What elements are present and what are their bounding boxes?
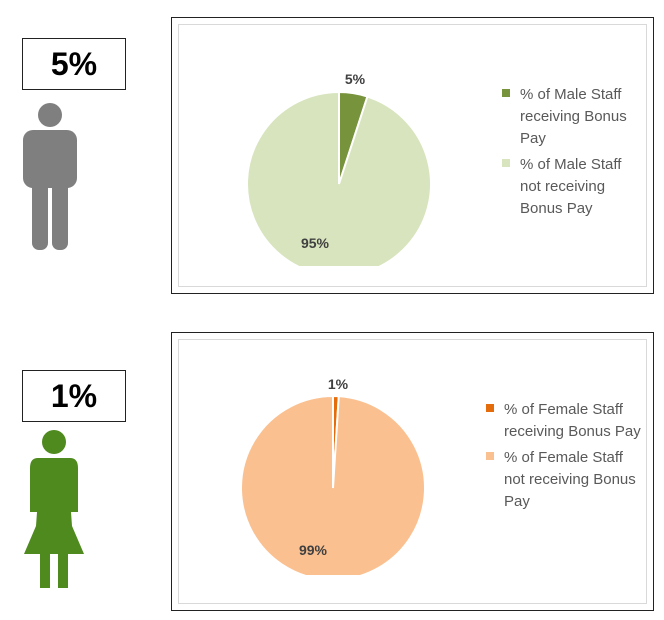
male-chart-panel: 5% 95% % of Male Staff receiving Bonus Pa… (171, 17, 654, 294)
legend-label: % of Male Staff not receiving Bonus Pay (520, 156, 622, 217)
female-slice-not-receiving (240, 394, 426, 575)
legend-item-male-receiving: % of Male Staff receiving Bonus Pay (502, 84, 642, 150)
female-chart-area (178, 339, 647, 604)
legend-item-male-not-receiving: % of Male Staff not receiving Bonus Pay (502, 154, 642, 220)
female-legend: % of Female Staff receiving Bonus Pay % … (486, 399, 646, 517)
female-percentage-value: 1% (50, 377, 98, 414)
male-slice-not-receiving (246, 90, 432, 266)
legend-swatch-male-not-receiving (502, 159, 510, 167)
male-percentage-value: 5% (50, 45, 98, 82)
female-pie-chart: 1% 99% (240, 376, 426, 575)
legend-item-female-receiving: % of Female Staff receiving Bonus Pay (486, 399, 646, 443)
male-data-label-not-receiving: 95% (301, 235, 330, 251)
male-person-icon (23, 103, 77, 250)
male-chart-area (178, 24, 647, 287)
female-chart-panel: 1% 99% % of Female Staff receiving Bonus … (171, 332, 654, 611)
legend-label: % of Male Staff receiving Bonus Pay (520, 86, 627, 147)
legend-swatch-female-not-receiving (486, 452, 494, 460)
male-percentage-box: 5% (22, 38, 126, 90)
male-legend: % of Male Staff receiving Bonus Pay % of… (502, 84, 642, 224)
legend-label: % of Female Staff receiving Bonus Pay (504, 401, 641, 440)
female-data-label-not-receiving: 99% (299, 542, 328, 558)
legend-item-female-not-receiving: % of Female Staff not receiving Bonus Pa… (486, 447, 646, 513)
legend-swatch-female-receiving (486, 404, 494, 412)
female-data-label-receiving: 1% (328, 376, 349, 392)
legend-swatch-male-receiving (502, 89, 510, 97)
female-person-icon (24, 430, 84, 588)
male-data-label-receiving: 5% (345, 71, 366, 87)
female-percentage-box: 1% (22, 370, 126, 422)
legend-label: % of Female Staff not receiving Bonus Pa… (504, 449, 636, 510)
male-pie-chart: 5% 95% (246, 71, 432, 266)
